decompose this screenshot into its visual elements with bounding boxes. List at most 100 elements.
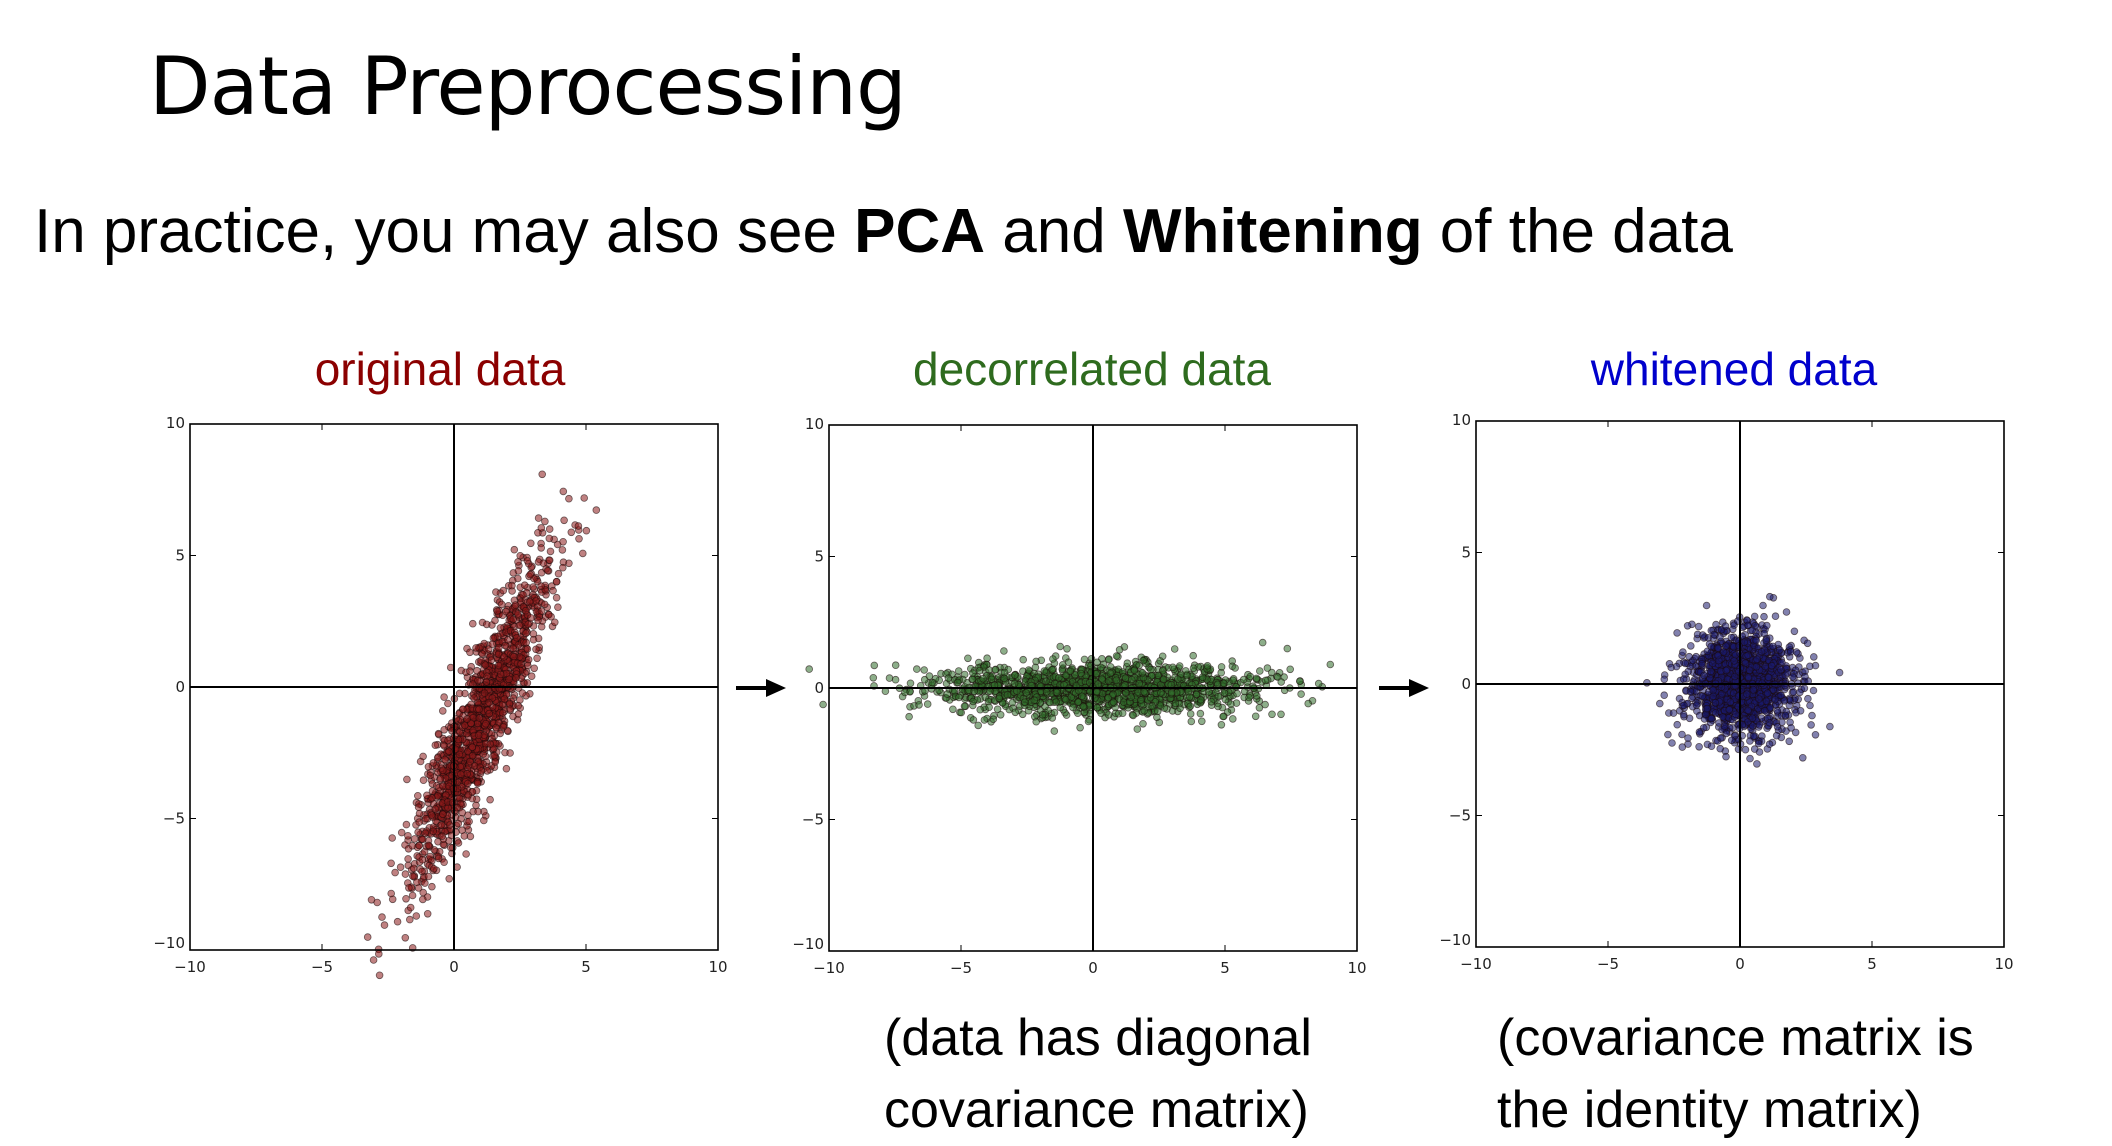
data-point	[1109, 698, 1118, 707]
data-point	[559, 487, 568, 496]
data-point	[1664, 730, 1672, 739]
data-point	[1730, 657, 1739, 665]
data-point	[575, 535, 583, 543]
data-point	[454, 839, 463, 847]
data-point	[1069, 703, 1077, 712]
data-point	[460, 721, 469, 730]
data-point	[445, 874, 454, 883]
data-point	[458, 808, 467, 817]
data-point	[1139, 656, 1148, 665]
data-point	[558, 563, 567, 572]
y-tick-label: 0	[175, 678, 185, 696]
data-point	[1681, 659, 1690, 668]
slide-subtitle: In practice, you may also see PCA and Wh…	[34, 196, 1733, 267]
data-point	[1707, 714, 1716, 723]
data-point	[1744, 673, 1753, 682]
data-point	[363, 933, 372, 941]
data-point	[427, 811, 436, 819]
data-point	[1214, 692, 1223, 701]
data-point	[1032, 717, 1041, 726]
data-point	[1040, 667, 1049, 675]
data-point	[1722, 666, 1731, 675]
data-point	[1314, 679, 1323, 688]
data-point	[1673, 629, 1681, 637]
data-point	[1217, 720, 1226, 729]
data-point	[1268, 710, 1276, 719]
data-point	[405, 884, 413, 892]
data-point	[509, 644, 518, 653]
data-point	[1146, 665, 1155, 674]
caption-line: (covariance matrix is	[1497, 1009, 1974, 1067]
data-point	[526, 570, 535, 579]
data-point	[1709, 692, 1718, 701]
data-point	[1031, 663, 1040, 672]
data-point	[1801, 672, 1809, 681]
data-point	[1811, 661, 1820, 670]
data-point	[1219, 679, 1228, 688]
data-point	[522, 629, 530, 638]
data-point	[1714, 644, 1723, 653]
chart-title-whitened: whitened data	[1590, 343, 1878, 395]
data-point	[429, 827, 438, 836]
data-point	[1121, 674, 1130, 682]
data-point	[494, 644, 503, 652]
data-point	[1762, 697, 1771, 706]
data-point	[501, 641, 510, 650]
data-point	[454, 819, 463, 828]
data-point	[1807, 721, 1815, 729]
data-point	[1669, 709, 1678, 717]
data-point	[438, 832, 446, 841]
data-point	[401, 870, 410, 878]
data-point	[378, 913, 386, 921]
data-point	[533, 654, 541, 663]
data-point	[1000, 647, 1008, 655]
points-group	[1643, 592, 1844, 768]
data-point	[464, 791, 473, 799]
data-point	[913, 665, 921, 673]
data-point	[1049, 655, 1057, 663]
data-point	[1769, 686, 1778, 694]
data-point	[989, 715, 998, 724]
data-point	[554, 603, 562, 612]
data-point	[1752, 636, 1761, 645]
chart-title-original: original data	[314, 343, 566, 395]
data-point	[498, 709, 507, 717]
data-point	[1727, 736, 1736, 745]
data-point	[474, 731, 483, 740]
data-point	[552, 593, 561, 602]
data-point	[1041, 702, 1049, 711]
data-point	[1277, 710, 1285, 719]
data-point	[1115, 646, 1124, 654]
y-tick-label: −5	[163, 810, 185, 828]
data-point	[1707, 642, 1715, 651]
data-point	[1052, 688, 1061, 697]
data-point	[1777, 691, 1785, 700]
data-point	[1252, 692, 1261, 700]
data-point	[1643, 678, 1651, 687]
data-point	[480, 689, 489, 698]
data-point	[1745, 666, 1754, 675]
y-tick-label: 0	[814, 679, 824, 697]
data-point	[1251, 712, 1260, 721]
data-point	[500, 653, 508, 661]
caption-line: (data has diagonal	[884, 1009, 1312, 1067]
x-tick-label: −10	[1460, 955, 1492, 973]
data-point	[1228, 715, 1237, 723]
data-point	[1148, 702, 1157, 710]
data-point	[505, 675, 513, 684]
data-point	[1711, 709, 1720, 717]
data-point	[1757, 648, 1766, 656]
data-point	[578, 549, 587, 558]
data-point	[1804, 694, 1812, 703]
data-point	[1775, 646, 1784, 654]
data-point	[1140, 688, 1148, 696]
data-point	[373, 898, 382, 907]
data-point	[1146, 693, 1155, 702]
data-point	[905, 712, 913, 721]
x-tick-label: 10	[708, 958, 727, 976]
data-point	[424, 872, 433, 881]
data-point	[1763, 689, 1772, 698]
data-point	[519, 590, 527, 599]
data-point	[1297, 690, 1305, 698]
data-point	[1079, 702, 1088, 711]
